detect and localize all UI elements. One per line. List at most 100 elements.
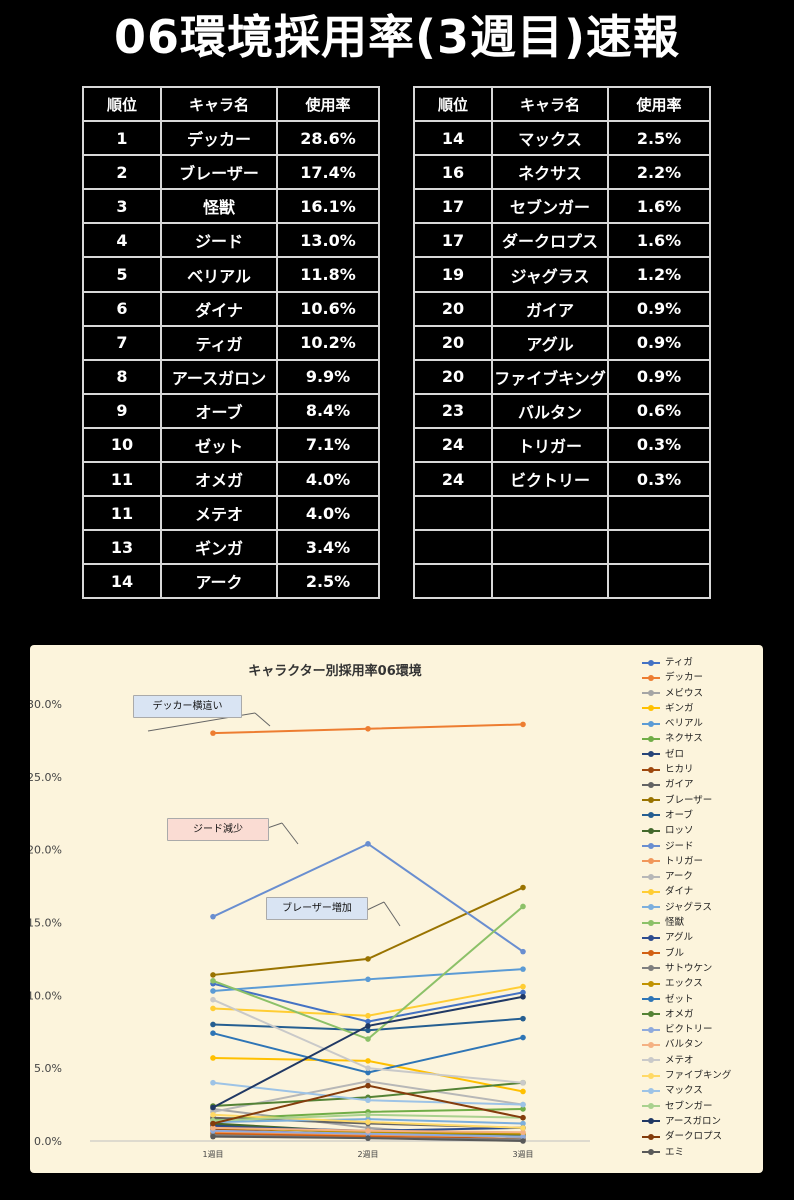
- legend-label: ロッソ: [665, 825, 694, 837]
- legend-swatch: [642, 1056, 660, 1064]
- usage-cell: 2.2%: [607, 154, 711, 191]
- data-point: [210, 730, 216, 736]
- data-point: [365, 1023, 371, 1029]
- rank-cell: 19: [413, 256, 493, 293]
- data-point: [210, 988, 216, 994]
- header-rank: 順位: [82, 85, 162, 123]
- character-cell: ジャグラス: [491, 256, 609, 293]
- usage-cell: 4.0%: [276, 461, 380, 498]
- legend-item: デッカー: [642, 670, 760, 685]
- data-point: [520, 1120, 526, 1127]
- header-character: キャラ名: [491, 85, 609, 123]
- data-point: [365, 976, 371, 983]
- table-row: 14 マックス 2.5%: [413, 120, 711, 157]
- header-usage: 使用率: [607, 85, 711, 123]
- legend-item: エックス: [642, 976, 760, 991]
- legend-label: オーブ: [665, 809, 693, 821]
- legend-label: メテオ: [665, 1054, 694, 1066]
- character-cell: ファイブキング: [491, 358, 609, 395]
- rank-cell: [413, 495, 493, 532]
- legend-swatch: [642, 735, 660, 743]
- usage-cell: 2.5%: [276, 563, 380, 600]
- rank-cell: 10: [82, 426, 162, 464]
- rank-cell: 14: [413, 120, 493, 157]
- legend-label: バルタン: [665, 1039, 704, 1051]
- data-point: [520, 721, 526, 728]
- data-point: [520, 1015, 526, 1022]
- data-point: [210, 972, 216, 978]
- data-point: [365, 1058, 371, 1064]
- y-tick-label: 30.0%: [30, 698, 62, 711]
- character-cell: ダイナ: [160, 290, 278, 327]
- legend-swatch: [642, 888, 660, 896]
- series-32: [210, 1133, 526, 1144]
- data-point: [520, 989, 526, 996]
- series-26: [210, 996, 526, 1086]
- data-point: [520, 1079, 526, 1086]
- table-row: 17 ダークロプス 1.6%: [413, 222, 711, 259]
- data-point: [365, 1036, 371, 1042]
- data-point: [210, 1104, 216, 1111]
- usage-cell: 0.9%: [607, 290, 711, 327]
- table-row: 24 トリガー 0.3%: [413, 426, 711, 464]
- usage-cell: [607, 529, 711, 566]
- rank-cell: 7: [82, 324, 162, 361]
- legend-label: ブレーザー: [665, 794, 713, 806]
- legend-swatch: [642, 766, 660, 774]
- rank-cell: 23: [413, 392, 493, 429]
- legend-item: ファイブキング: [642, 1068, 760, 1083]
- legend-swatch: [642, 827, 660, 835]
- legend-swatch: [642, 689, 660, 697]
- data-point: [210, 1111, 216, 1118]
- y-tick-label: 10.0%: [30, 989, 62, 1002]
- table-row: 11 メテオ 4.0%: [82, 495, 380, 532]
- legend-item: セブンガー: [642, 1099, 760, 1114]
- data-point: [520, 1106, 526, 1112]
- series-line: [212, 886, 524, 976]
- legend-swatch: [642, 1072, 660, 1080]
- legend-item: ダークロプス: [642, 1129, 760, 1144]
- data-point: [365, 841, 371, 847]
- legend-label: ダークロプス: [665, 1131, 723, 1143]
- chart-legend: ティガ デッカー メビウス ギンガ ベリアル ネクサス ゼロ ヒカリ ガイア ブレーザー オーブ ロッ…: [642, 655, 760, 1160]
- legend-item: オーブ: [642, 808, 760, 823]
- usage-cell: 11.8%: [276, 256, 380, 293]
- usage-cell: 13.0%: [276, 222, 380, 259]
- legend-label: ジード: [665, 840, 694, 852]
- character-cell: セブンガー: [491, 188, 609, 225]
- legend-item: ブレーザー: [642, 793, 760, 808]
- character-cell: [491, 563, 609, 600]
- y-tick-label: 20.0%: [30, 844, 62, 857]
- legend-label: エミ: [665, 1146, 685, 1158]
- data-point: [365, 1097, 371, 1104]
- data-point: [365, 1065, 371, 1071]
- character-cell: アグル: [491, 324, 609, 361]
- rank-cell: 17: [413, 222, 493, 259]
- character-cell: [491, 529, 609, 566]
- data-point: [520, 1138, 526, 1144]
- legend-label: ファイブキング: [665, 1070, 732, 1082]
- legend-swatch: [642, 949, 660, 957]
- legend-item: ロッソ: [642, 823, 760, 838]
- legend-item: ジャグラス: [642, 900, 760, 915]
- legend-item: バルタン: [642, 1037, 760, 1052]
- table-row: 6 ダイナ 10.6%: [82, 290, 380, 327]
- rank-cell: 9: [82, 392, 162, 429]
- usage-cell: 10.6%: [276, 290, 380, 327]
- series-3: [210, 1055, 526, 1095]
- rank-cell: 24: [413, 426, 493, 464]
- legend-swatch: [642, 720, 660, 728]
- table-row: 5 ベリアル 11.8%: [82, 256, 380, 293]
- legend-label: サトウケン: [665, 962, 713, 974]
- table-row: 4 ジード 13.0%: [82, 222, 380, 259]
- rank-cell: 8: [82, 358, 162, 395]
- header-usage: 使用率: [276, 85, 380, 123]
- character-cell: ネクサス: [491, 154, 609, 191]
- character-cell: ティガ: [160, 324, 278, 361]
- rank-cell: 24: [413, 461, 493, 498]
- data-point: [520, 948, 526, 955]
- usage-cell: 0.6%: [607, 392, 711, 429]
- chart-canvas: キャラクター別採用率06環境 0.0% 5.0% 10.0% 15.0% 20.0% 25…: [30, 663, 590, 1159]
- usage-cell: 10.2%: [276, 324, 380, 361]
- character-cell: ガイア: [491, 290, 609, 327]
